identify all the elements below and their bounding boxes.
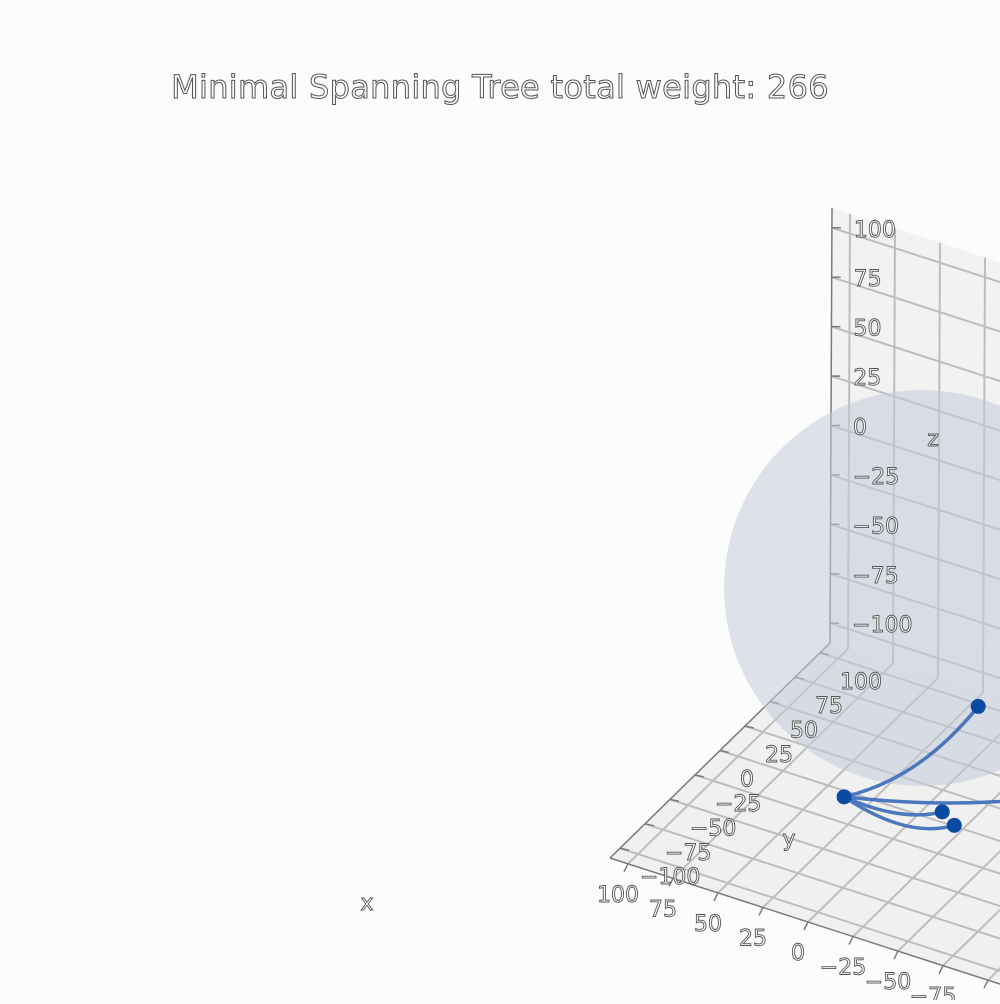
x-tick-label: −50	[865, 970, 911, 995]
y-tick-label: 50	[790, 719, 818, 744]
tree-nodes	[836, 698, 986, 833]
x-tick-mark	[893, 950, 899, 960]
y-tick-mark	[694, 774, 705, 778]
gridline-back-z	[831, 276, 1000, 333]
x-tick-mark	[848, 936, 854, 945]
z-tick-label: −25	[853, 465, 899, 490]
tree-node	[946, 817, 962, 833]
y-tick-mark	[644, 823, 655, 827]
y-tick-label: −100	[640, 865, 700, 890]
y-tick-mark	[669, 798, 680, 803]
tree-edge	[842, 795, 944, 817]
x-tick-label: 25	[739, 926, 767, 951]
tree-node	[970, 698, 986, 714]
sphere	[724, 390, 1000, 786]
tree-node	[934, 804, 950, 820]
y-tick-label: 75	[815, 694, 843, 719]
z-tick-label: −75	[852, 564, 898, 589]
y-tick-label: 100	[840, 670, 882, 695]
x-tick-label: 0	[791, 941, 805, 966]
y-tick-mark	[744, 725, 755, 729]
x-tick-mark	[668, 878, 674, 887]
gridline-floor-x	[942, 908, 1000, 967]
sphere-surface	[724, 390, 1000, 786]
z-axis-title: z	[927, 427, 939, 452]
z-tick-label: 0	[853, 416, 867, 441]
x-tick-label: 75	[649, 897, 677, 922]
z-tick-label: −100	[852, 613, 912, 638]
y-tick-mark	[719, 749, 730, 754]
tree-edge	[842, 795, 957, 831]
z-tick-label: −50	[853, 514, 899, 539]
y-tick-label: 0	[740, 768, 754, 793]
y-tick-label: 25	[765, 743, 793, 768]
tree-node	[836, 789, 852, 805]
x-tick-label: −25	[820, 956, 866, 981]
x-axis-title: x	[360, 891, 373, 916]
x-tick-mark	[803, 921, 809, 931]
z-tick-label: 100	[854, 218, 896, 243]
y-tick-label: −50	[690, 816, 736, 841]
x-tick-mark	[938, 965, 944, 974]
x-tick-label: 100	[597, 883, 639, 908]
x-tick-label: 50	[694, 912, 722, 937]
y-tick-label: −75	[665, 841, 711, 866]
chart-title: Minimal Spanning Tree total weight: 266	[171, 68, 829, 107]
tree-edge	[842, 704, 980, 799]
gridline-back-z	[831, 325, 1000, 383]
x-tick-label: −75	[910, 985, 956, 1000]
x-tick-mark	[983, 979, 989, 989]
y-axis-title: y	[782, 827, 795, 852]
y-tick-label: −25	[715, 792, 761, 817]
x-tick-mark	[713, 892, 719, 902]
x-tick-mark	[758, 907, 764, 916]
tree-edge	[842, 795, 1000, 805]
tick-labels: −100−100−100−75−75−75−50−50−50−25−25−250…	[360, 217, 1000, 1004]
y-tick-mark	[619, 847, 630, 851]
z-tick-label: 50	[853, 317, 881, 342]
z-tick-label: 75	[854, 267, 882, 292]
x-tick-mark	[623, 863, 629, 873]
tree-edges	[842, 704, 1000, 831]
z-tick-label: 25	[853, 366, 881, 391]
gridline-back-z	[831, 226, 1000, 284]
gridline-floor-x	[897, 850, 1000, 952]
